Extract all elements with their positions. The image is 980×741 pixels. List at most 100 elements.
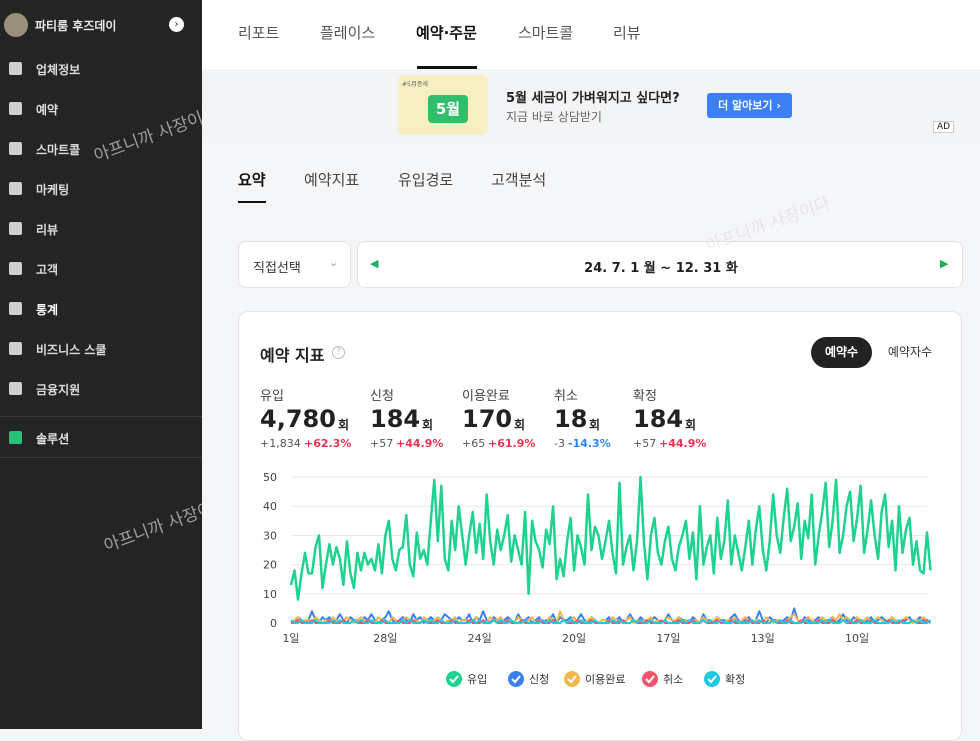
sidebar-icon	[9, 62, 22, 75]
sidebar-icon	[9, 262, 22, 275]
sidebar-item[interactable]: 업체정보	[36, 63, 81, 77]
top-tab[interactable]: 리뷰	[613, 24, 641, 42]
x-tick-label: 24일	[468, 631, 492, 645]
date-range: ◀ 24. 7. 1 월 ~ 12. 31 화 ▶	[357, 241, 963, 288]
ad-badge: 5월	[428, 95, 468, 123]
top-tab[interactable]: 예약·주문	[416, 24, 477, 42]
stat-label: 유입	[260, 389, 284, 404]
sidebar-icon	[9, 222, 22, 235]
stat-label: 이용완료	[462, 389, 510, 404]
stat-value: 4,780	[260, 405, 336, 433]
ad-badge-top: #5月종세	[402, 81, 428, 88]
store-name: 파티룸 후즈데이	[35, 19, 117, 33]
collapse-button[interactable]: ›	[169, 17, 184, 32]
sidebar-icon	[9, 302, 22, 315]
stats-card: 예약 지표 ? 예약수 예약자수 유입 4,780 회 +1,834 +62.3% 신청 1…	[238, 311, 962, 741]
card-title: 예약 지표	[260, 346, 325, 365]
next-button[interactable]: ▶	[940, 257, 949, 270]
legend-marker[interactable]	[642, 671, 658, 687]
sidebar-icon	[9, 342, 22, 355]
sidebar-item[interactable]: 예약	[36, 103, 59, 117]
chevron: ⌄	[329, 256, 339, 269]
sidebar-item[interactable]: 통계	[36, 303, 59, 317]
x-tick-label: 20일	[562, 631, 586, 645]
divider	[0, 416, 202, 417]
legend-marker[interactable]	[446, 671, 462, 687]
sub-tab[interactable]: 유입경로	[398, 171, 454, 189]
stat-value: 184	[370, 405, 421, 433]
x-tick-label: 1일	[282, 631, 299, 645]
legend-label[interactable]: 이용완료	[585, 673, 625, 686]
stat-diff: +57	[633, 437, 657, 450]
sidebar-item[interactable]: 솔루션	[36, 432, 70, 446]
sidebar-item[interactable]: 마케팅	[36, 183, 70, 197]
stat-value: 170	[462, 405, 513, 433]
legend-label[interactable]: 확정	[725, 673, 745, 686]
help-icon[interactable]: ?	[332, 346, 345, 359]
sidebar-item[interactable]: 금융지원	[36, 383, 81, 397]
ad-subtitle: 지금 바로 상담받기	[506, 110, 602, 124]
legend-marker[interactable]	[704, 671, 720, 687]
ad-title: 5월 세금이 가벼워지고 싶다면?	[506, 91, 680, 106]
stat-diff: +65	[462, 437, 486, 450]
toggle-active[interactable]: 예약수	[811, 337, 872, 368]
stat-rate: -14.3%	[568, 437, 611, 450]
sub-tab[interactable]: 예약지표	[304, 171, 360, 189]
divider	[0, 457, 202, 458]
y-tick-label: 20	[263, 559, 277, 572]
x-tick-label: 10일	[845, 631, 869, 645]
legend-marker[interactable]	[564, 671, 580, 687]
sidebar-item[interactable]: 고객	[36, 263, 59, 277]
date-select-label: 직접선택	[253, 261, 301, 276]
stat-rate: +62.3%	[304, 437, 352, 450]
sidebar-icon	[9, 102, 22, 115]
legend-check	[707, 675, 717, 684]
stat-rate: +44.9%	[659, 437, 707, 450]
sidebar-item[interactable]: 비즈니스 스쿨	[36, 343, 107, 357]
top-tab[interactable]: 플레이스	[320, 24, 376, 42]
legend-check	[449, 675, 459, 684]
stat-rate: +44.9%	[396, 437, 444, 450]
sub-tab[interactable]: 요약	[238, 171, 266, 189]
legend-check	[511, 675, 521, 684]
x-tick-label: 28일	[373, 631, 397, 645]
prev-button[interactable]: ◀	[370, 257, 379, 270]
avatar	[4, 13, 28, 37]
legend-label[interactable]: 신청	[529, 673, 549, 686]
ad-banner[interactable]: #5月종세 5월 5월 세금이 가벼워지고 싶다면? 지금 바로 상담받기 더 …	[202, 69, 980, 142]
x-tick-label: 13일	[751, 631, 775, 645]
stat-value: 184	[633, 405, 684, 433]
legend-label[interactable]: 유입	[467, 673, 487, 686]
legend-check	[567, 675, 577, 684]
x-tick-label: 17일	[656, 631, 680, 645]
legend-check	[645, 675, 655, 684]
date-select[interactable]: 직접선택 ⌄	[238, 241, 351, 288]
stat-label: 취소	[554, 389, 578, 404]
sidebar-item[interactable]: 스마트콜	[36, 143, 81, 157]
legend-marker[interactable]	[508, 671, 524, 687]
ad-button[interactable]: 더 알아보기 ›	[707, 93, 792, 118]
ad-tag: AD	[933, 121, 955, 133]
legend-label[interactable]: 취소	[663, 673, 683, 686]
active-underline	[417, 66, 477, 69]
sub-tab[interactable]: 고객분석	[491, 171, 547, 189]
y-tick-label: 50	[263, 471, 277, 484]
stat-diff: +1,834	[260, 437, 301, 450]
top-tab[interactable]: 스마트콜	[518, 24, 574, 42]
series-line	[290, 619, 932, 624]
sidebar-icon	[9, 142, 22, 155]
stat-diff: +57	[370, 437, 394, 450]
toggle[interactable]: 예약자수	[887, 345, 933, 359]
sidebar-item[interactable]: 리뷰	[36, 223, 59, 237]
ad-image: #5月종세 5월	[398, 75, 488, 135]
solution-icon	[9, 431, 22, 444]
stat-unit: 회	[338, 418, 350, 432]
y-tick-label: 30	[263, 529, 277, 542]
top-tab[interactable]: 리포트	[238, 24, 280, 42]
date-range-text: 24. 7. 1 월 ~ 12. 31 화	[584, 261, 738, 276]
stat-unit: 회	[685, 418, 697, 432]
series-line	[289, 475, 932, 601]
stat-diff: -3	[554, 437, 565, 450]
